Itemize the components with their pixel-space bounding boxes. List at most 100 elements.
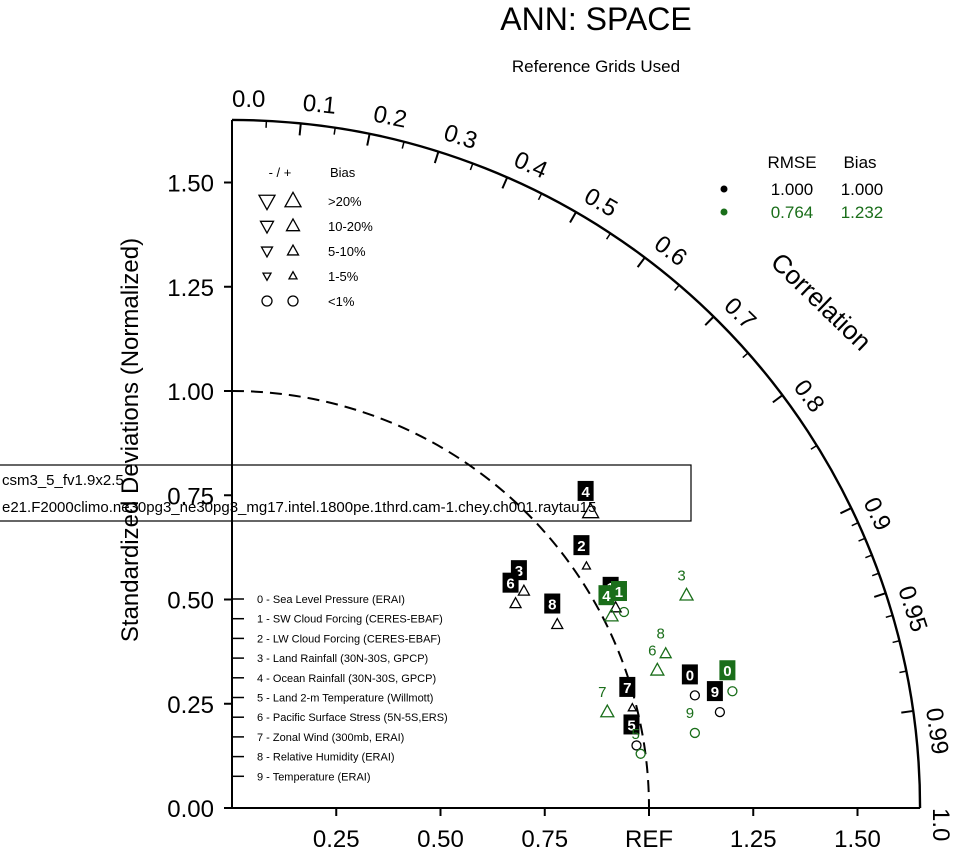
case-name-1: csm3_5_fv1.9x2.5	[2, 472, 124, 489]
point-label: 2	[577, 538, 585, 555]
triangle-marker	[609, 600, 623, 613]
case0-point-0: 0	[681, 664, 701, 701]
variable-label: 1 - SW Cloud Forcing (CERES-EBAF)	[257, 614, 443, 626]
case-box-frame	[0, 464, 692, 522]
triangle-marker	[627, 702, 638, 712]
corr-tick-mark	[901, 709, 914, 714]
case0-point-5: 5	[623, 714, 642, 751]
variable-label: 2 - LW Cloud Forcing (CERES-EBAF)	[257, 633, 441, 645]
corr-tick-label: 0.95	[892, 583, 932, 636]
corr-tick-label: 0.3	[441, 119, 481, 155]
y-tick-label: 0.00	[167, 796, 214, 823]
corr-minor-tick	[899, 670, 907, 674]
corr-minor-tick	[605, 232, 612, 240]
bias-legend-label: 5-10%	[328, 244, 366, 259]
triangle-marker	[678, 586, 695, 601]
reference-arc	[231, 390, 650, 809]
case0-point-9: 9	[706, 681, 726, 718]
corr-tick-mark	[873, 592, 886, 598]
corr-minor-tick	[537, 193, 543, 201]
point-label: 3	[515, 563, 523, 580]
stats-rmse-header: RMSE	[767, 153, 816, 172]
case1-point-3: 3	[677, 567, 695, 601]
bias-legend-label: <1%	[328, 294, 355, 309]
variable-list: 0 - Sea Level Pressure (ERAI) 1 - SW Clou…	[232, 594, 448, 783]
bias-legend-up-triangle	[287, 270, 299, 280]
bias-legend-up-triangle	[283, 191, 303, 208]
corr-tick-label: 0.0	[232, 86, 265, 113]
variable-label: 9 - Temperature (ERAI)	[257, 771, 371, 783]
bias-legend: - / + Bias >20% 10-20% 5-10% 1-5% <1%	[257, 165, 373, 309]
stats-rmse-value: 0.764	[771, 203, 814, 222]
x-tick-label: 0.50	[417, 826, 464, 853]
corr-minor-tick	[851, 522, 859, 527]
diagram-frame	[231, 118, 922, 809]
corr-tick-mark	[704, 315, 715, 326]
point-label: 8	[657, 626, 665, 643]
chart-subtitle: Reference Grids Used	[512, 57, 680, 76]
corr-tick-label: 0.4	[510, 146, 551, 184]
corr-minor-tick	[892, 640, 900, 644]
corr-tick-mark	[569, 211, 577, 224]
triangle-marker	[649, 662, 665, 676]
case1-point-4: 4	[598, 585, 620, 622]
corr-tick-label: 0.1	[302, 90, 338, 120]
bias-legend-down-triangle	[257, 194, 277, 211]
point-label-box	[681, 664, 698, 685]
point-label: 4	[581, 484, 590, 501]
triangle-marker	[508, 596, 523, 609]
y-tick-label: 0.75	[167, 483, 214, 510]
circle-marker	[689, 727, 701, 739]
point-label: 6	[648, 642, 656, 659]
point-label-box	[502, 572, 519, 593]
point-label: 5	[631, 726, 639, 743]
point-label: 6	[506, 576, 514, 593]
point-label-box	[706, 681, 723, 702]
bias-legend-up-triangle	[286, 243, 300, 256]
stats-case-dot	[720, 208, 728, 216]
corr-tick-mark	[636, 256, 646, 268]
triangle-marker	[603, 607, 620, 622]
point-label-box	[610, 581, 627, 602]
y-tick-label: 0.25	[167, 692, 214, 719]
variable-label: 0 - Sea Level Pressure (ERAI)	[257, 594, 405, 606]
case-name-2: e21.F2000climo.ne30pg3_ne30pg3_mg17.inte…	[2, 499, 596, 516]
variable-label: 7 - Zonal Wind (300mb, ERAI)	[257, 732, 404, 744]
corr-tick-mark	[298, 123, 302, 136]
bias-legend-up-triangle	[285, 217, 301, 232]
corr-minor-tick	[674, 284, 680, 291]
point-label-box	[619, 676, 636, 697]
bias-legend-down-triangle	[261, 272, 273, 282]
point-label: 7	[623, 680, 631, 697]
variable-label: 5 - Land 2-m Temperature (Willmott)	[257, 693, 433, 705]
corr-minor-tick	[871, 572, 880, 577]
stats-bias-value: 1.000	[841, 180, 884, 199]
correlation-label: Correlation	[765, 247, 877, 357]
point-label: 9	[686, 705, 694, 722]
case1-point-7: 7	[598, 684, 615, 718]
data-points: 0123456789013456789	[502, 480, 738, 759]
stats-rmse-value: 1.000	[771, 180, 814, 199]
bias-legend-circle	[287, 295, 299, 307]
corr-tick-label: 0.9	[858, 493, 897, 535]
corr-tick-label: 0.2	[371, 101, 409, 134]
corr-tick-label: 0.99	[920, 706, 953, 756]
bias-legend-circle	[261, 295, 273, 307]
case0-point-4: 4	[577, 480, 600, 519]
case0-point-2: 2	[573, 535, 592, 570]
x-tick-label: 1.50	[834, 826, 881, 853]
corr-minor-tick	[401, 141, 405, 149]
stats-bias-value: 1.232	[841, 203, 884, 222]
y-axis-label: Standardized Deviations (Normalized)	[117, 238, 144, 642]
bias-legend-bias-header: Bias	[330, 165, 356, 180]
circle-marker	[635, 748, 646, 759]
bias-legend-down-triangle	[259, 220, 275, 235]
corr-tick-mark	[366, 133, 371, 146]
triangle-marker	[581, 560, 592, 570]
triangle-marker	[550, 617, 564, 630]
circle-marker	[618, 606, 630, 618]
x-tick-label: 0.75	[521, 826, 568, 853]
correlation-arc	[231, 118, 922, 809]
circle-marker	[714, 706, 726, 718]
corr-tick-mark	[501, 176, 509, 189]
